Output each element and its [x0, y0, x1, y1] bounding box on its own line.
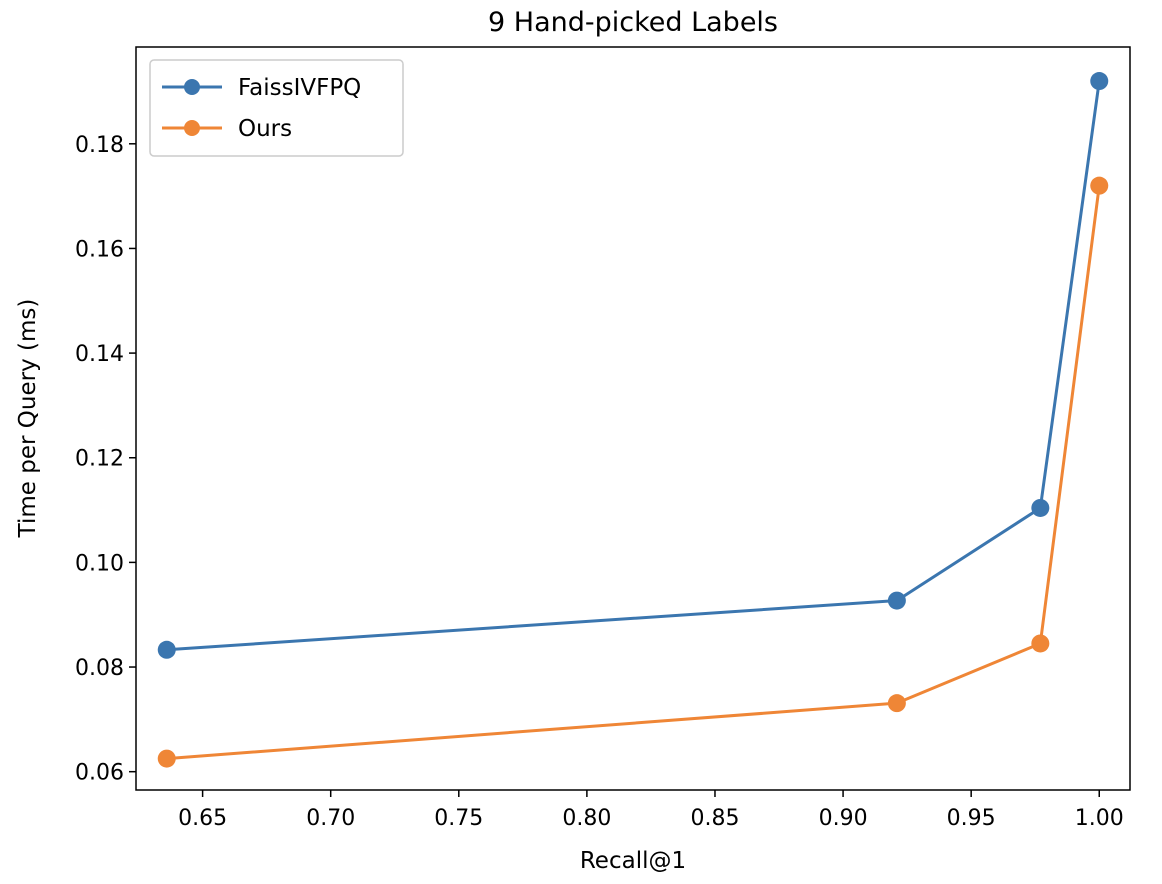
data-point-faissivfpq	[1031, 498, 1050, 517]
data-point-ours	[1090, 176, 1109, 195]
y-axis-label: Time per Query (ms)	[15, 299, 41, 539]
legend-marker-faissivfpq	[184, 79, 200, 95]
legend-box	[149, 59, 404, 157]
x-tick-label: 1.00	[1075, 806, 1124, 831]
x-tick-label: 0.90	[819, 806, 868, 831]
data-point-ours	[887, 694, 906, 713]
legend-label-ours: Ours	[238, 116, 292, 142]
x-tick-label: 0.70	[306, 806, 355, 831]
legend-marker-ours	[184, 120, 200, 136]
y-tick-label: 0.06	[75, 761, 124, 786]
x-tick-label: 0.80	[562, 806, 611, 831]
y-tick-label: 0.14	[75, 342, 124, 367]
x-tick-label: 0.95	[947, 806, 996, 831]
y-tick-label: 0.16	[75, 237, 124, 262]
x-tick-label: 0.65	[178, 806, 227, 831]
series-layer	[157, 72, 1109, 768]
series-line-ours	[166, 185, 1101, 761]
data-point-ours	[157, 749, 176, 768]
y-tick-label: 0.10	[75, 551, 124, 576]
x-tick-label: 0.85	[690, 806, 739, 831]
data-point-faissivfpq	[1090, 72, 1109, 91]
x-axis-label: Recall@1	[580, 848, 686, 874]
x-axis-ticks: 0.65 0.70 0.75 0.80 0.85 0.90 0.95 1.00	[178, 790, 1124, 831]
y-tick-label: 0.12	[75, 447, 124, 472]
chart-title: 9 Hand-picked Labels	[488, 7, 778, 38]
series-line-faissivfpq	[166, 80, 1101, 652]
data-point-ours	[1031, 634, 1050, 653]
y-axis-ticks: 0.06 0.08 0.10 0.12 0.14 0.16 0.18	[75, 133, 136, 786]
y-tick-label: 0.18	[75, 133, 124, 158]
x-tick-label: 0.75	[434, 806, 483, 831]
data-point-faissivfpq	[887, 591, 906, 610]
legend: FaissIVFPQ Ours	[149, 59, 404, 157]
plot-area	[135, 46, 1131, 791]
data-point-faissivfpq	[157, 640, 176, 659]
y-tick-label: 0.08	[75, 656, 124, 681]
legend-label-faissivfpq: FaissIVFPQ	[238, 75, 361, 101]
